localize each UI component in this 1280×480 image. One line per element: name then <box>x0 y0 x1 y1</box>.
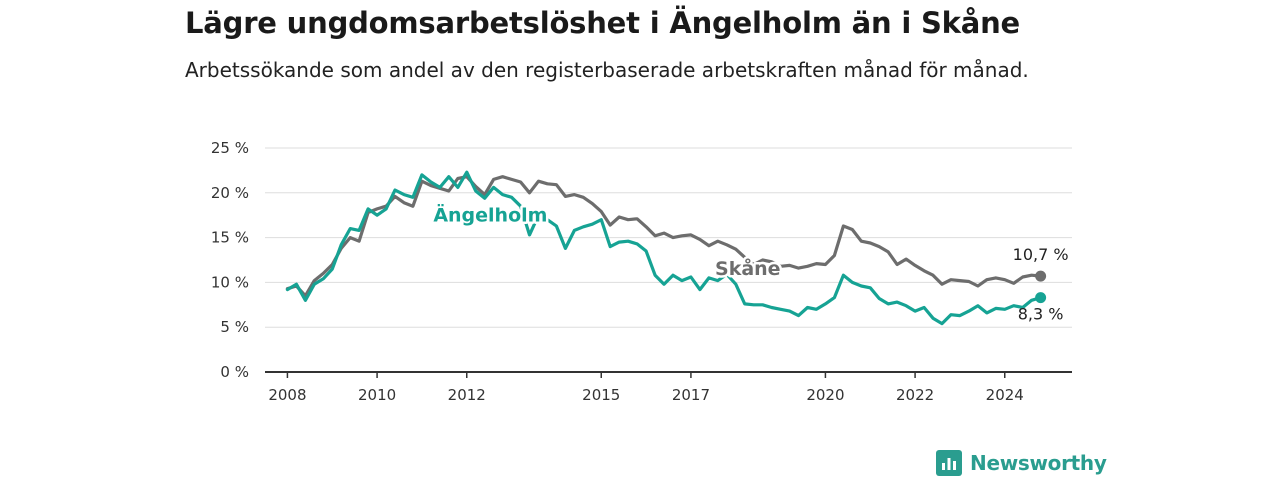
y-tick-label: 15 % <box>211 229 249 247</box>
series-group <box>285 170 1047 326</box>
x-tick-label: 2008 <box>268 386 306 404</box>
series-label: Skåne <box>715 256 781 280</box>
x-tick-label: 2024 <box>986 386 1024 404</box>
gridlines <box>265 147 1072 328</box>
end-value-label: 8,3 % <box>1018 305 1064 324</box>
series-line-skane <box>285 175 1043 298</box>
x-tick-label: 2017 <box>672 386 710 404</box>
x-tick-label: 2020 <box>806 386 844 404</box>
series-line-angelholm <box>285 170 1043 326</box>
series-end-point <box>1035 292 1047 304</box>
bar-chart-icon <box>936 450 962 476</box>
y-tick-label: 0 % <box>220 363 249 381</box>
end-value-label: 10,7 % <box>1013 245 1069 264</box>
x-axis: 2008 2010 2012 2015 2017 2020 2022 2024 <box>265 371 1072 404</box>
series-label-halo: Ängelholm <box>433 202 547 226</box>
y-tick-label: 5 % <box>220 318 249 336</box>
x-tick-label: 2022 <box>896 386 934 404</box>
line-chart: 0 %5 %10 %15 %20 %25 % 2008 2010 2012 2015 2… <box>211 139 1072 404</box>
brand-name: Newsworthy <box>970 451 1107 475</box>
x-tick-label: 2010 <box>358 386 396 404</box>
x-tick-label: 2012 <box>448 386 486 404</box>
series-label: Ängelholm <box>433 202 547 226</box>
y-axis: 0 % 5 % 10 % 15 % 20 % 25 % <box>211 139 249 381</box>
chart-title: Lägre ungdomsarbetslöshet i Ängelholm än… <box>185 6 1021 40</box>
series-end-point <box>1035 270 1047 282</box>
series-label-halo: Skåne <box>715 256 781 280</box>
y-tick-label: 20 % <box>211 184 249 202</box>
y-tick-label: 25 % <box>211 139 249 157</box>
y-tick-label: 10 % <box>211 273 249 291</box>
chart-subtitle: Arbetssökande som andel av den registerb… <box>185 58 1029 82</box>
newsworthy-logo: Newsworthy <box>936 448 1107 478</box>
x-tick-label: 2015 <box>582 386 620 404</box>
